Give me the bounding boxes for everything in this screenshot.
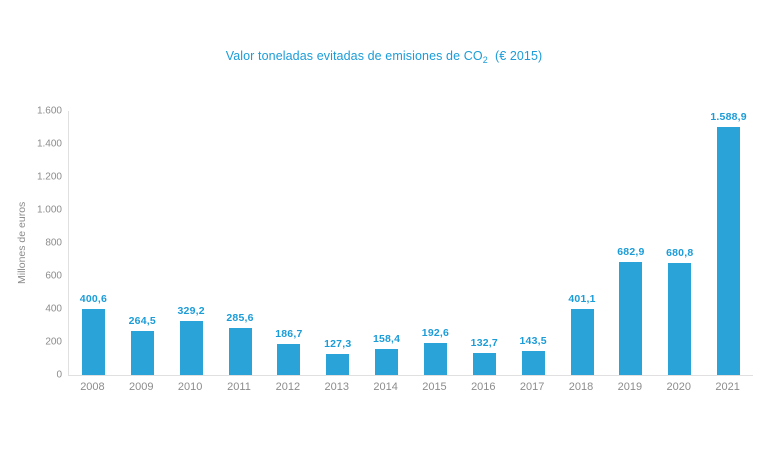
bar-2014 [375, 348, 399, 375]
bar-2021 [717, 127, 741, 375]
x-axis-labels: 2008 2009 2010 2011 2012 2013 2014 2015 2016 2017… [68, 381, 752, 393]
y-axis-ticks: 0 200 400 600 800 1.000 1.200 1.400 1.600 [0, 106, 62, 381]
bar-slot-2013: 127,3 [313, 111, 362, 375]
y-tick-label: 1.400 [36, 138, 62, 150]
plot-area: 400,6 264,5 329,2 285,6 186,7 127,3 158,4 192,6… [68, 111, 753, 376]
bar-value-label: 285,6 [226, 311, 254, 324]
bar-slot-2018: 401,1 [558, 111, 607, 375]
chart-title-suffix: (€ 2015) [487, 49, 543, 63]
bar-2019 [619, 262, 643, 375]
bar-2017 [521, 351, 545, 375]
x-tick-label: 2013 [324, 381, 349, 393]
bar-2010 [179, 320, 203, 375]
y-tick-label: 200 [45, 336, 62, 348]
bar-value-label: 264,5 [128, 315, 156, 328]
bar-value-label: 132,7 [470, 337, 498, 350]
bar-value-label: 127,3 [324, 338, 352, 350]
bar-slot-2015: 192,6 [411, 111, 460, 375]
y-tick-label: 600 [45, 270, 62, 282]
bar-slot-2019: 682,9 [606, 111, 655, 375]
bar-value-label: 400,6 [79, 292, 108, 305]
bar-slot-2012: 186,7 [264, 111, 313, 375]
bar-2009 [130, 331, 154, 375]
bar-value-label: 329,2 [177, 304, 205, 317]
bar-value-label: 401,1 [568, 292, 596, 305]
y-tick-label: 1.000 [36, 204, 62, 216]
x-tick-label: 2011 [227, 381, 251, 393]
bar-2020 [668, 262, 692, 375]
bar-slot-2021: 1.588,9 [704, 111, 753, 375]
x-tick-label: 2009 [129, 381, 154, 393]
x-tick-label: 2014 [373, 381, 398, 393]
bar-value-label: 192,6 [421, 327, 450, 340]
y-tick-label: 0 [56, 369, 62, 381]
bar-value-label: 682,9 [617, 246, 645, 259]
chart-title-text: Valor toneladas evitadas de emisiones de… [225, 49, 483, 63]
bar-value-label: 680,8 [666, 246, 694, 259]
bar-value-label: 143,5 [519, 335, 547, 348]
x-tick-label: 2015 [422, 381, 447, 393]
x-tick-label: 2016 [471, 381, 496, 393]
bar-value-label: 1.588,9 [710, 111, 747, 123]
bar-slot-2008: 400,6 [69, 111, 118, 375]
bar-2012 [277, 344, 301, 375]
x-tick-label: 2008 [80, 381, 105, 393]
chart-title: Valor toneladas evitadas de emisiones de… [0, 49, 768, 65]
bar-2018 [570, 308, 594, 375]
x-tick-label: 2019 [617, 381, 643, 393]
x-tick-label: 2020 [666, 381, 691, 393]
bar-slot-2016: 132,7 [460, 111, 509, 375]
x-tick-label: 2010 [177, 381, 203, 393]
bar-2013 [326, 354, 350, 375]
x-tick-label: 2012 [275, 381, 301, 393]
bar-value-label: 186,7 [275, 328, 303, 341]
bar-2015 [423, 343, 447, 375]
bar-slot-2014: 158,4 [362, 111, 411, 375]
bar-slot-2017: 143,5 [509, 111, 558, 375]
y-tick-label: 400 [45, 303, 62, 315]
bar-slot-2020: 680,8 [655, 111, 704, 375]
bar-slot-2009: 264,5 [118, 111, 167, 375]
x-tick-label: 2021 [715, 381, 740, 393]
bar-value-label: 158,4 [372, 332, 401, 345]
bar-2008 [81, 308, 105, 375]
chart-title-subscript: 2 [482, 55, 488, 65]
bar-2011 [228, 327, 252, 375]
y-tick-label: 800 [45, 237, 62, 249]
y-tick-label: 1.600 [36, 105, 62, 117]
x-tick-label: 2018 [568, 381, 594, 393]
bar-slot-2010: 329,2 [167, 111, 216, 375]
bar-2016 [472, 353, 496, 375]
bar-slot-2011: 285,6 [216, 111, 265, 375]
x-tick-label: 2017 [519, 381, 545, 393]
y-tick-label: 1.200 [36, 171, 62, 183]
